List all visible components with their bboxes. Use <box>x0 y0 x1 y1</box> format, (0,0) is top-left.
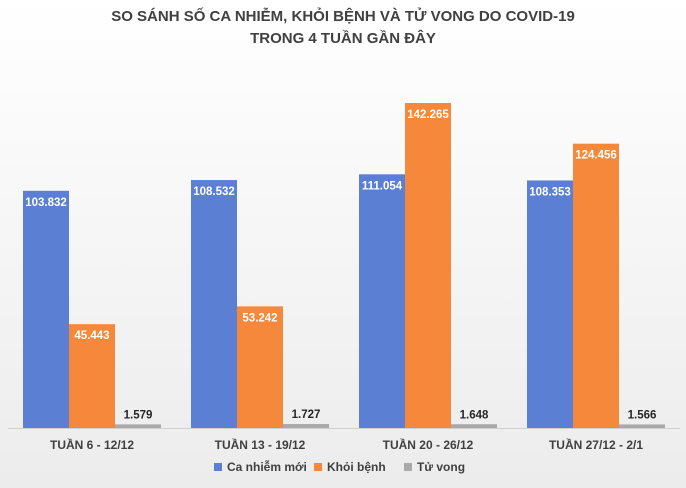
bar <box>237 306 283 428</box>
bar <box>283 424 329 428</box>
bar <box>23 190 69 428</box>
value-label: 108.532 <box>193 186 235 198</box>
bar <box>405 103 451 428</box>
bar <box>451 424 497 428</box>
legend-label: Khỏi bệnh <box>327 460 386 474</box>
value-label: 142.265 <box>407 109 449 121</box>
x-tick-label: TUẦN 20 - 26/12 <box>383 437 474 452</box>
bar <box>619 424 665 428</box>
value-label: 108.353 <box>529 187 571 199</box>
value-label: 103.832 <box>25 197 67 209</box>
value-label: 53.242 <box>242 312 277 324</box>
value-label: 1.579 <box>124 409 153 421</box>
x-tick-label: TUẦN 27/12 - 2/1 <box>549 437 643 452</box>
legend-swatch <box>404 463 412 471</box>
bar <box>527 180 573 428</box>
legend-label: Ca nhiễm mới <box>227 459 307 474</box>
value-label: 1.648 <box>460 409 489 421</box>
x-tick-label: TUẦN 6 - 12/12 <box>50 437 134 452</box>
legend-label: Tử vong <box>417 460 465 474</box>
chart-title: TRONG 4 TUẦN GẦN ĐÂY <box>250 29 436 47</box>
legend-swatch <box>314 463 322 471</box>
bar <box>359 174 405 428</box>
bar <box>573 143 619 428</box>
value-label: 1.566 <box>628 409 657 421</box>
value-label: 45.443 <box>74 330 109 342</box>
bar <box>191 180 237 428</box>
bar <box>115 424 161 428</box>
value-label: 124.456 <box>575 150 617 162</box>
value-label: 111.054 <box>362 180 403 192</box>
x-tick-label: TUẦN 13 - 19/12 <box>215 437 306 452</box>
chart-title: SO SÁNH SỐ CA NHIỄM, KHỎI BỆNH VÀ TỬ VON… <box>111 7 575 25</box>
bar <box>69 324 115 428</box>
value-label: 1.727 <box>292 409 321 421</box>
legend-swatch <box>214 463 222 471</box>
